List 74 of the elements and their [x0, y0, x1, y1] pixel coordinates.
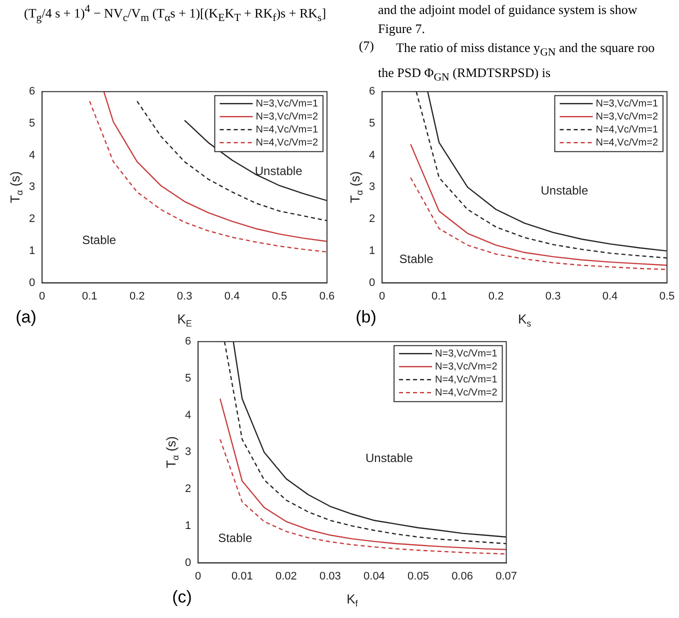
y-tick-label: 5 — [28, 118, 36, 130]
y-tick-label: 3 — [184, 446, 191, 458]
y-tick-label: 6 — [28, 86, 36, 98]
line-series — [136, 100, 327, 222]
legend-label: N=3,Vc/Vm=2 — [434, 361, 498, 372]
x-tick-label: 0.05 — [407, 570, 428, 582]
x-tick-label: 0.02 — [274, 570, 296, 582]
text: (7) — [358, 36, 374, 55]
annotation: Stable — [218, 530, 252, 545]
text: (c) — [172, 588, 192, 607]
x-tick-label: 0 — [379, 290, 386, 302]
y-tick-label: 3 — [28, 181, 36, 194]
x-tick-label: 0.2 — [129, 290, 145, 302]
y-tick-label: 0 — [184, 556, 191, 569]
x-tick-label: 0.3 — [176, 290, 192, 302]
y-tick-label: 1 — [368, 244, 376, 257]
x-tick-label: 0.1 — [431, 290, 447, 302]
annotation: Unstable — [540, 183, 588, 198]
y-axis-title: Tα (s) — [8, 171, 24, 204]
annotation: Unstable — [254, 164, 303, 178]
y-tick-label: 6 — [368, 86, 376, 98]
annotation: Unstable — [365, 451, 413, 466]
y-tick-label: 2 — [28, 213, 36, 226]
legend-label: N=4,Vc/Vm=2 — [596, 137, 658, 148]
y-tick-label: 6 — [184, 336, 191, 348]
legend-label: N=3,Vc/Vm=2 — [256, 111, 318, 122]
y-tick-label: 3 — [368, 181, 376, 194]
text: the PSD Φ$_{GN}$ (RMDTSRPSD) is — [378, 64, 552, 86]
y-tick-label: 0 — [368, 276, 376, 289]
legend-label: N=3,Vc/Vm=2 — [596, 111, 658, 122]
x-tick-label: 0.3 — [545, 290, 561, 302]
x-tick-label: 0.6 — [319, 290, 335, 302]
legend-label: N=4,Vc/Vm=1 — [596, 124, 658, 136]
line-series — [219, 438, 506, 555]
x-tick-label: 0.06 — [451, 570, 472, 582]
caption: Figure 7. — [378, 20, 426, 38]
y-tick-label: 0 — [28, 276, 36, 289]
annotation: Stable — [399, 252, 434, 266]
y-tick-label: 2 — [184, 483, 191, 496]
y-axis-title: Tα (s) — [163, 436, 180, 468]
y-tick-label: 1 — [28, 244, 36, 257]
y-tick-label: 4 — [368, 149, 376, 162]
y-axis-title: Tα (s) — [348, 171, 364, 204]
x-tick-label: 0.2 — [488, 290, 504, 302]
y-tick-label: 2 — [368, 213, 376, 226]
y-tick-label: 5 — [184, 372, 191, 384]
legend-label: N=3,Vc/Vm=1 — [434, 348, 498, 360]
legend-label: N=3,Vc/Vm=1 — [596, 98, 658, 110]
x-tick-label: 0.03 — [318, 570, 340, 582]
legend-label: N=4,Vc/Vm=2 — [256, 137, 318, 148]
y-tick-label: 1 — [184, 520, 191, 532]
text: The ratio of miss distance y$_{GN}$ and the square roo — [395, 39, 655, 61]
legend-label: N=4,Vc/Vm=2 — [434, 387, 498, 398]
text: and the adjoint model of guidance system is show — [378, 1, 638, 19]
x-tick-label: 0.5 — [272, 290, 288, 302]
text: (T$_{g}$/4 s + 1)$^{4}$ − NV$_{c}$/V$_{m}$ (T$_{α}$s + 1)[(K$_{E}$K$_{T}$ + RK$_{f}$)s + RK$_{s}$] — [24, 3, 326, 24]
x-tick-label: 0.1 — [82, 290, 98, 302]
text: (a) — [16, 308, 36, 327]
x-tick-label: 0.4 — [602, 290, 618, 302]
x-tick-label: 0 — [39, 290, 46, 302]
legend-label: N=3,Vc/Vm=1 — [256, 98, 318, 110]
x-tick-label: 0.01 — [230, 570, 252, 582]
text: (b) — [356, 308, 376, 327]
annotation: Stable — [82, 233, 116, 248]
legend-label: N=4,Vc/Vm=1 — [256, 124, 318, 136]
x-tick-label: 0.4 — [224, 290, 240, 302]
x-tick-label: 0.07 — [495, 570, 517, 582]
y-tick-label: 4 — [28, 149, 36, 162]
legend-label: N=4,Vc/Vm=1 — [434, 374, 498, 386]
x-tick-label: 0.04 — [363, 570, 384, 582]
y-tick-label: 5 — [368, 118, 376, 130]
x-tick-label: 0 — [194, 570, 201, 582]
x-tick-label: 0.5 — [659, 290, 675, 302]
y-tick-label: 4 — [184, 409, 191, 422]
